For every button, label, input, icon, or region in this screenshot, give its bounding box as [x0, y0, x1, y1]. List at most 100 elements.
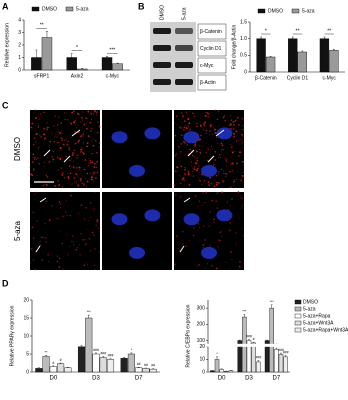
red-signal	[177, 170, 179, 172]
red-signal	[230, 144, 232, 146]
red-signal	[232, 128, 235, 130]
red-signal	[72, 235, 74, 237]
red-signal	[72, 110, 75, 113]
red-signal	[37, 147, 39, 149]
red-signal	[29, 181, 31, 183]
red-signal	[93, 180, 95, 182]
red-signal	[46, 126, 49, 129]
red-signal	[69, 122, 71, 124]
red-signal	[65, 200, 67, 202]
red-signal	[174, 263, 177, 266]
red-signal	[33, 113, 35, 114]
red-signal	[93, 264, 96, 266]
red-signal	[85, 243, 87, 246]
red-signal	[93, 166, 95, 168]
significance: ***	[87, 310, 92, 314]
red-signal	[193, 168, 196, 171]
red-signal	[72, 152, 74, 154]
red-signal	[196, 125, 198, 127]
bar	[214, 359, 220, 373]
red-signal	[207, 181, 210, 183]
red-signal	[30, 173, 32, 176]
y-tick-label: 0.5	[240, 53, 247, 59]
red-signal	[34, 268, 37, 271]
red-signal	[96, 219, 99, 222]
red-signal	[98, 146, 100, 148]
red-signal	[183, 180, 185, 182]
red-signal	[193, 156, 196, 158]
red-signal	[232, 161, 234, 163]
red-signal	[78, 166, 80, 168]
red-signal	[58, 184, 61, 187]
x-tick-label: D0	[218, 376, 226, 382]
red-signal	[32, 169, 35, 171]
nucleus	[144, 209, 161, 222]
bar	[228, 370, 234, 373]
red-signal	[237, 116, 239, 119]
red-signal	[240, 197, 243, 200]
blot-band	[153, 28, 171, 34]
red-signal	[61, 215, 64, 217]
red-signal	[235, 119, 237, 121]
red-signal	[44, 137, 47, 140]
red-signal	[74, 130, 76, 133]
red-signal	[37, 125, 40, 127]
red-signal	[31, 122, 34, 125]
x-tick-label: β-Catenin	[255, 75, 277, 81]
red-signal	[215, 267, 218, 270]
red-signal	[186, 242, 188, 244]
red-signal	[66, 214, 68, 217]
red-signal	[67, 173, 69, 175]
significance: **	[296, 28, 300, 34]
microscopy: DMSO β-Catenin DAPI Merge 5-aza	[13, 109, 245, 271]
red-signal	[66, 119, 69, 121]
red-signal	[56, 255, 59, 257]
red-signal	[61, 186, 64, 188]
y-tick-label: 10	[23, 333, 29, 339]
red-signal	[67, 251, 69, 253]
red-signal	[36, 133, 39, 135]
y-tick-label: 2	[18, 42, 21, 48]
red-signal	[42, 258, 44, 260]
red-signal	[76, 125, 78, 127]
red-signal	[230, 146, 233, 148]
significance: **	[40, 23, 44, 29]
red-signal	[208, 184, 211, 187]
y-tick-label: 0	[18, 67, 21, 73]
red-signal	[56, 260, 59, 263]
red-signal	[61, 139, 63, 141]
bar	[135, 367, 143, 373]
blot-band	[175, 62, 193, 68]
red-signal	[205, 267, 207, 269]
red-signal	[197, 167, 199, 170]
red-signal	[92, 173, 94, 175]
red-signal	[47, 157, 49, 159]
red-signal	[224, 261, 226, 263]
red-signal	[202, 225, 205, 228]
red-signal	[219, 126, 221, 128]
red-signal	[34, 109, 37, 111]
red-signal	[179, 126, 182, 129]
red-signal	[70, 183, 72, 185]
red-signal	[86, 145, 88, 148]
red-signal	[85, 122, 87, 124]
red-signal	[178, 220, 180, 222]
red-signal	[207, 148, 209, 150]
red-signal	[235, 244, 237, 246]
bar	[278, 354, 284, 373]
red-signal	[218, 170, 220, 173]
red-signal	[89, 159, 92, 162]
significance: #	[253, 337, 255, 341]
y-axis-label: Relative expression	[4, 23, 10, 67]
bar	[274, 349, 279, 373]
red-signal	[209, 245, 211, 247]
red-signal	[205, 132, 207, 135]
red-signal	[173, 184, 176, 187]
red-signal	[224, 119, 226, 122]
red-signal	[62, 215, 65, 218]
red-signal	[210, 199, 213, 202]
red-signal	[73, 153, 75, 155]
red-signal	[240, 179, 243, 182]
bar	[92, 353, 100, 373]
protein-box	[197, 23, 227, 40]
